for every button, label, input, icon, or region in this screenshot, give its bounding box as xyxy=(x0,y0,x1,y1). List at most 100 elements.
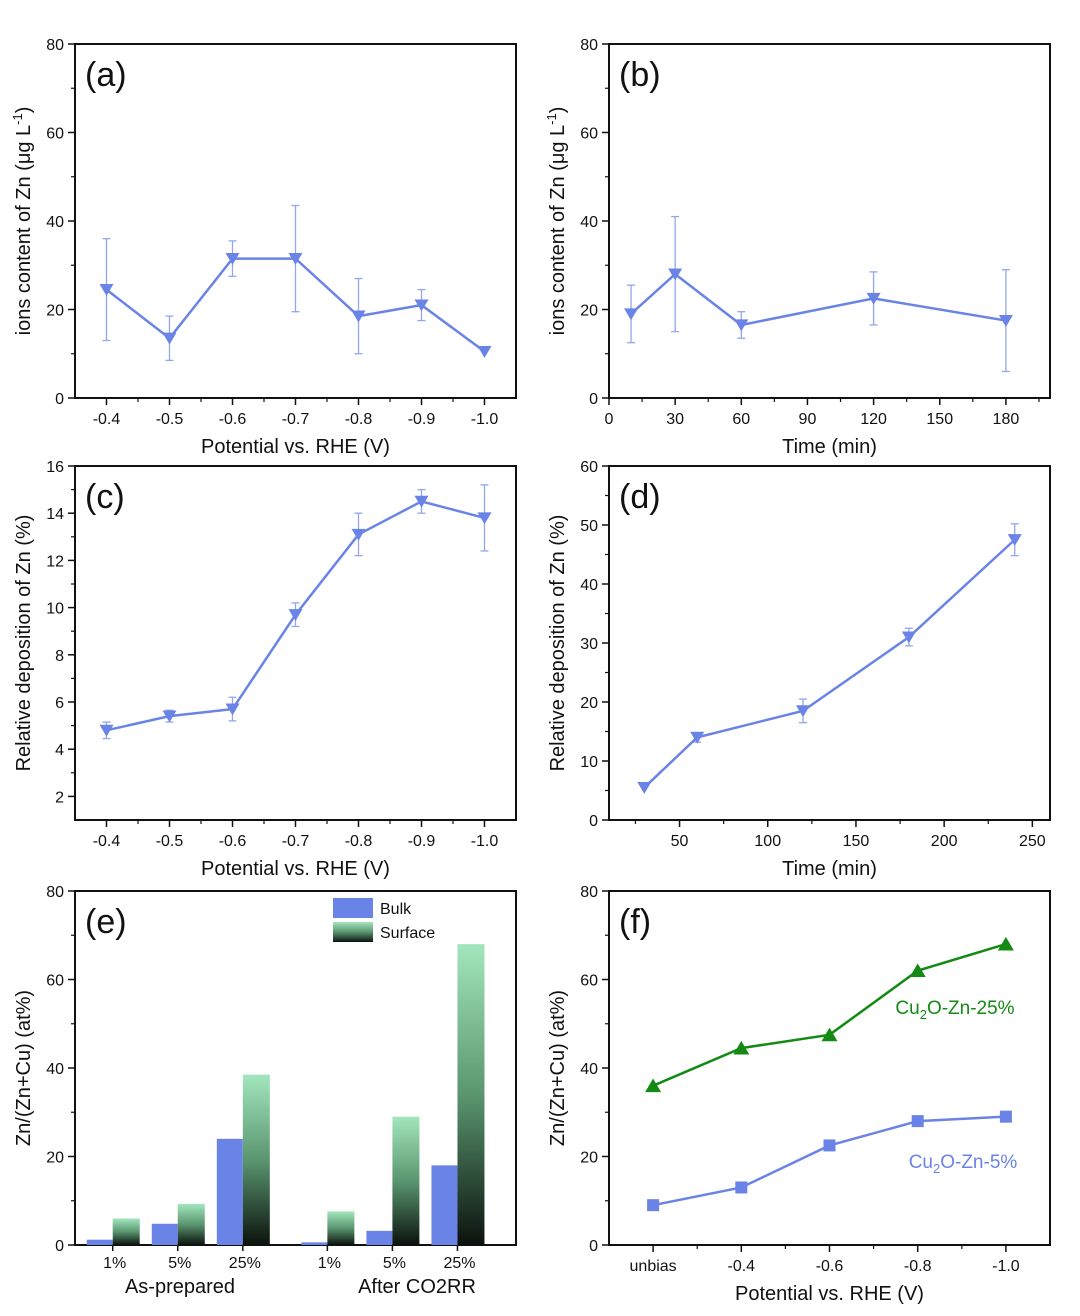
x-tick-label: 60 xyxy=(732,411,750,428)
x-tick-label: 250 xyxy=(1019,833,1046,850)
y-tick-label: 4 xyxy=(55,742,64,759)
y-axis-label-sup: -1 xyxy=(544,113,559,125)
series-label: Cu2O-Zn-5% xyxy=(909,1152,1018,1176)
y-tick-label: 2 xyxy=(55,789,64,806)
x-tick-label: -0.8 xyxy=(345,411,373,428)
data-point-square xyxy=(823,1139,836,1152)
data-point-triangle xyxy=(351,310,366,323)
y-tick-label: 30 xyxy=(580,636,598,653)
panel-b: 0 20 40 60 80 0 30 60 90 120 150 180 (b) Time (min) io… xyxy=(544,37,1051,458)
y-tick-label: 16 xyxy=(46,459,64,476)
data-point-triangle xyxy=(796,705,811,718)
data-point-triangle xyxy=(1007,534,1022,547)
data-point-triangle xyxy=(734,319,749,332)
x-tick-label: -0.5 xyxy=(156,833,184,850)
y-axis-label-text: ions content of Zn (μg L xyxy=(13,125,35,336)
data-point-triangle xyxy=(225,253,240,265)
y-tick-label: 20 xyxy=(580,695,598,712)
x-tick-label: -0.7 xyxy=(282,411,310,428)
y-axis-label-end: ) xyxy=(13,107,35,114)
x-tick-label: -0.6 xyxy=(219,833,247,850)
x-tick-label: -0.4 xyxy=(93,833,121,850)
group-label: After CO2RR xyxy=(358,1276,476,1298)
group-label: As-prepared xyxy=(125,1276,235,1298)
x-tick-label: -0.5 xyxy=(156,411,184,428)
legend-label: Bulk xyxy=(380,901,412,918)
y-tick-label: 20 xyxy=(46,1150,64,1167)
bar-bulk xyxy=(86,1239,113,1245)
data-point-triangle xyxy=(645,1078,662,1093)
panel-label: (c) xyxy=(85,478,125,516)
bar-surface xyxy=(392,1116,420,1245)
y-tick-label: 0 xyxy=(55,1238,64,1255)
panel-a: 0 20 40 60 80 -0.4 -0.5 -0.6 -0.7 -0.8 -0.9 -1.0 (a)… xyxy=(10,37,517,458)
y-tick-label: 20 xyxy=(580,303,598,320)
x-tick-label: -0.9 xyxy=(408,833,436,850)
x-tick-label: -0.6 xyxy=(816,1258,844,1275)
x-tick-label: -0.8 xyxy=(345,833,373,850)
y-axis-label-text: Relative deposition of Zn (%) xyxy=(547,515,569,772)
panel-label: (e) xyxy=(85,903,127,941)
x-tick-label: 180 xyxy=(993,411,1020,428)
data-point-triangle xyxy=(225,703,240,716)
panel-f: 0 20 40 60 80 unbias -0.4 -0.6 -0.8 -1.0 (f) Potent… xyxy=(547,884,1051,1305)
bar-surface xyxy=(177,1203,205,1245)
data-point-triangle xyxy=(351,528,366,541)
y-tick-label: 40 xyxy=(46,1061,64,1078)
data-point-triangle xyxy=(99,283,114,296)
data-point-square xyxy=(647,1199,660,1212)
x-tick-label: unbias xyxy=(630,1258,677,1275)
plot-frame xyxy=(74,465,517,821)
y-tick-label: 40 xyxy=(580,1061,598,1078)
y-axis-label-text: Zn/(Zn+Cu) (at%) xyxy=(547,990,569,1146)
x-tick-label: 100 xyxy=(754,833,781,850)
y-axis-label: Zn/(Zn+Cu) (at%) xyxy=(547,990,569,1146)
bar-surface xyxy=(112,1218,140,1245)
data-point-triangle xyxy=(288,609,303,621)
x-tick-label: 150 xyxy=(843,833,870,850)
y-tick-label: 0 xyxy=(589,1238,598,1255)
y-tick-label: 0 xyxy=(589,813,598,830)
data-point-triangle xyxy=(998,314,1013,327)
data-point-triangle xyxy=(477,512,492,525)
y-axis-label: Relative deposition of Zn (%) xyxy=(13,515,35,772)
data-point-triangle xyxy=(414,495,429,508)
x-tick-label: -1.0 xyxy=(471,833,499,850)
y-axis-label-text: ions content of Zn (μg L xyxy=(547,125,569,336)
x-tick-label: 120 xyxy=(860,411,887,428)
data-point-triangle xyxy=(901,631,916,644)
y-tick-label: 12 xyxy=(46,553,64,570)
y-tick-label: 0 xyxy=(589,391,598,408)
data-point-triangle xyxy=(414,299,429,312)
panel-e: 0 20 40 60 80 1% 5% 25% 1% 5% 25% As-prepared After … xyxy=(13,884,517,1298)
y-tick-label: 20 xyxy=(46,303,64,320)
data-point-square xyxy=(911,1115,924,1128)
bar-surface xyxy=(242,1074,270,1245)
data-point-triangle xyxy=(690,731,705,744)
series-line xyxy=(643,538,1016,789)
y-tick-label: 80 xyxy=(580,37,598,54)
bar-bulk xyxy=(301,1242,328,1245)
bar-surface xyxy=(327,1211,355,1245)
bar-bulk xyxy=(216,1138,243,1245)
bar-bulk xyxy=(431,1165,458,1245)
x-tick-label: 50 xyxy=(671,833,689,850)
x-axis-label: Time (min) xyxy=(782,858,877,880)
y-axis-label-end: ) xyxy=(547,107,569,114)
data-point-triangle xyxy=(162,710,177,723)
data-point-triangle xyxy=(477,345,492,358)
x-tick-label: 25% xyxy=(443,1255,475,1272)
panel-label: (d) xyxy=(619,478,661,516)
data-point-triangle xyxy=(733,1040,750,1055)
y-tick-label: 60 xyxy=(580,126,598,143)
panel-label: (a) xyxy=(85,56,127,94)
y-tick-label: 40 xyxy=(580,577,598,594)
y-tick-label: 0 xyxy=(55,391,64,408)
y-axis-label: Zn/(Zn+Cu) (at%) xyxy=(13,990,35,1146)
x-tick-label: 5% xyxy=(168,1255,191,1272)
plot-frame xyxy=(608,890,1051,1246)
y-tick-label: 40 xyxy=(46,214,64,231)
y-tick-label: 80 xyxy=(580,884,598,901)
plot-frame xyxy=(608,465,1051,821)
panel-c: 2 4 6 8 10 12 14 16 -0.4 -0.5 -0.6 -0.7 -0.8 -0.9 -1.0… xyxy=(13,459,517,880)
